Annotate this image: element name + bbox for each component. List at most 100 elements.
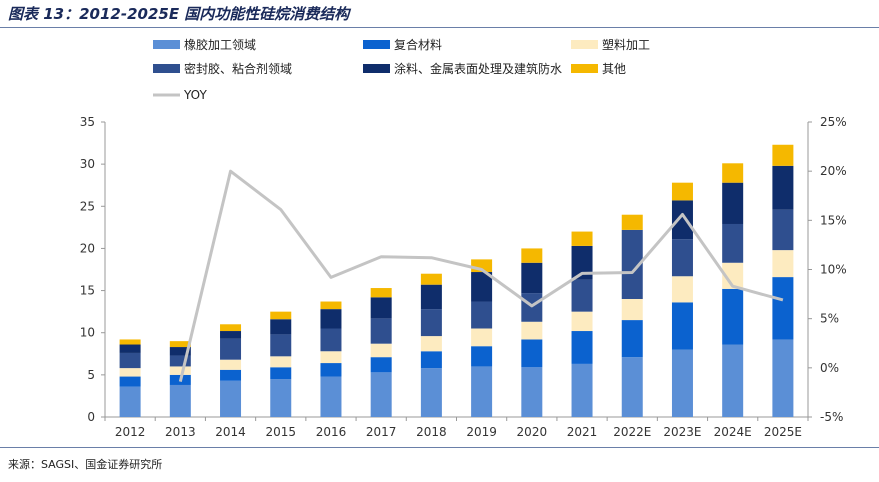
x-tick-label: 2014 [215,425,246,439]
bar-segment [370,357,392,373]
bar-segment [722,262,744,289]
bar-segment [420,368,442,417]
bar-segment [370,288,392,298]
bar-segment [220,359,242,370]
legend-label: 其他 [602,62,626,76]
y2-tick-label: 15% [820,213,847,227]
bar-segment [169,347,191,356]
bar-segment [521,321,543,340]
yoy-series-line [178,169,784,382]
bar-segment [722,163,744,183]
yoy-line [178,169,784,382]
x-tick-label: 2015 [265,425,296,439]
y2-tick-label: 5% [820,312,839,326]
bar-segment [521,262,543,294]
bar-segment [471,272,493,302]
bar-segment [722,223,744,263]
bar-segment [370,343,392,358]
bar-segment [772,144,794,166]
bar-segment [671,276,693,303]
bar-segment [471,301,493,329]
bar-segment [571,311,593,332]
bar-segment [270,367,292,380]
legend-swatch [363,64,390,73]
y-tick-label: 15 [80,284,95,298]
bar-segment [420,351,442,369]
bars [119,144,794,417]
x-tick-label: 2017 [366,425,397,439]
bar-segment [671,349,693,417]
bar-segment [772,209,794,251]
legend-swatch [363,40,390,49]
legend-label: 涂料、金属表面处理及建筑防水 [394,61,562,76]
bar-segment [320,328,342,352]
bar-segment [671,200,693,240]
bar-segment [320,351,342,364]
x-tick-label: 2025E [764,425,802,439]
x-tick-label: 2022E [613,425,651,439]
bar-segment [621,357,643,417]
chart-title: 图表 13：2012-2025E 国内功能性硅烷消费结构 [8,5,350,23]
y-tick-label: 5 [87,368,95,382]
bar-segment [521,339,543,368]
x-tick-label: 2023E [663,425,701,439]
x-tick-label: 2019 [466,425,497,439]
bar-segment [320,376,342,417]
bar-segment [521,248,543,263]
title-rule [0,27,879,28]
bar-segment [772,339,794,417]
bar-segment [671,239,693,277]
bar-segment [571,231,593,246]
bar-segment [119,376,141,387]
bar-segment [119,344,141,353]
bar-segment [772,165,794,210]
y-tick-label: 10 [80,326,95,340]
bar-segment [621,229,643,299]
y-tick-label: 20 [80,241,95,255]
x-tick-label: 2020 [517,425,548,439]
bar-segment [571,363,593,417]
bar-segment [420,309,442,337]
legend-label: 复合材料 [394,37,442,52]
y2-tick-label: 0% [820,361,839,375]
legend-swatch [153,40,180,49]
source-rule [0,447,879,448]
bar-segment [320,301,342,310]
bar-segment [471,346,493,367]
bar-segment [521,293,543,322]
legend-label: 塑料加工 [602,37,650,52]
bar-segment [370,372,392,417]
x-tick-label: 2016 [316,425,347,439]
bar-segment [270,311,292,320]
bar-segment [521,367,543,417]
bar-segment [169,366,191,375]
y2-tick-label: 25% [820,115,847,129]
bar-segment [270,334,292,357]
legend-swatch [571,40,598,49]
y2-tick-label: 20% [820,164,847,178]
bar-segment [169,384,191,417]
bar-segment [621,299,643,321]
bar-segment [471,366,493,417]
bar-segment [119,352,141,369]
bar-segment [270,379,292,417]
bar-segment [671,302,693,350]
bar-segment [119,339,141,345]
axes: 0 5 10 15 20 25 30 35 -5% 0% 5% 10% 15% 20% 25% 2012 201… [80,115,847,439]
bar-segment [772,250,794,278]
source-note: 来源：SAGSI、国金证券研究所 [8,458,163,471]
x-tick-label: 2018 [416,425,447,439]
legend-swatch [571,64,598,73]
bar-segment [621,214,643,230]
bar-segment [671,182,693,201]
x-tick-label: 2021 [567,425,598,439]
bar-segment [571,279,593,312]
bar-segment [420,273,442,285]
bar-segment [220,331,242,339]
bar-segment [722,182,744,224]
x-tick-label: 2024E [714,425,752,439]
legend-label: 橡胶加工领域 [184,37,256,52]
bar-segment [370,318,392,344]
